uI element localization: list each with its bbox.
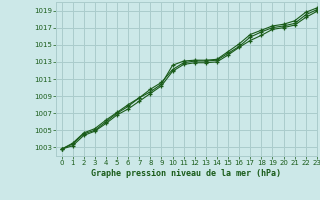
X-axis label: Graphe pression niveau de la mer (hPa): Graphe pression niveau de la mer (hPa): [92, 169, 281, 178]
